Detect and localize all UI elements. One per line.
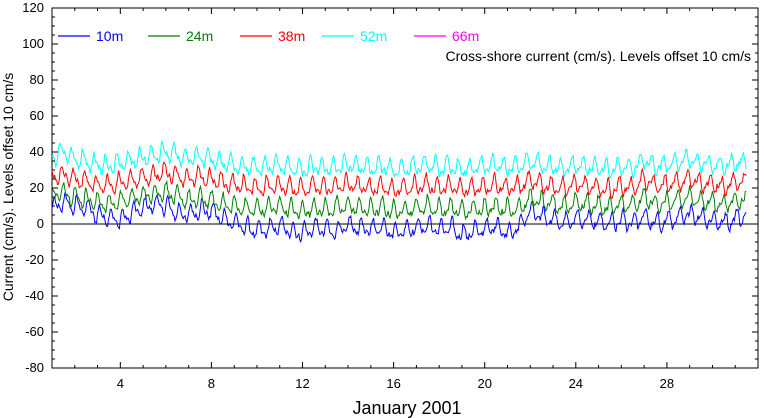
y-tick-label: 80 xyxy=(30,72,44,87)
series-line-52m xyxy=(51,140,747,179)
y-tick-label: -20 xyxy=(25,252,44,267)
x-tick-label: 16 xyxy=(386,376,400,391)
x-tick-label: 4 xyxy=(117,376,124,391)
x-tick-label: 24 xyxy=(569,376,583,391)
legend-label-52m: 52m xyxy=(360,28,387,44)
y-tick-label: -80 xyxy=(25,360,44,375)
x-axis-title: January 2001 xyxy=(352,398,461,418)
legend-label-24m: 24m xyxy=(186,28,213,44)
y-tick-label: -40 xyxy=(25,288,44,303)
plot-frame xyxy=(51,7,759,369)
y-tick-label: 0 xyxy=(37,216,44,231)
legend-label-10m: 10m xyxy=(96,28,123,44)
y-tick-label: 120 xyxy=(22,0,44,15)
series-layer xyxy=(51,140,747,244)
series-line-38m xyxy=(51,161,747,200)
y-tick-label: 100 xyxy=(22,36,44,51)
series-line-24m xyxy=(51,179,747,221)
legend-label-66m: 66m xyxy=(452,28,479,44)
legend: 10m 24m 38m 52m 66m xyxy=(58,28,479,44)
axes-layer: -80 -60 -40 -20 0 20 40 60 80 100 120 4 8 12 16 20 24 28 xyxy=(22,0,759,391)
y-tick-label: -60 xyxy=(25,324,44,339)
x-tick-label: 12 xyxy=(295,376,309,391)
legend-label-38m: 38m xyxy=(278,28,305,44)
x-tick-label: 28 xyxy=(660,376,674,391)
y-tick-label: 60 xyxy=(30,108,44,123)
chart-annotation: Cross-shore current (cm/s). Levels offse… xyxy=(446,48,752,64)
x-tick-label: 20 xyxy=(477,376,491,391)
y-tick-label: 40 xyxy=(30,144,44,159)
y-tick-label: 20 xyxy=(30,180,44,195)
x-tick-label: 8 xyxy=(208,376,215,391)
y-axis-title: Current (cm/s). Levels offset 10 cm/s xyxy=(0,73,16,301)
series-line-10m xyxy=(51,192,747,244)
